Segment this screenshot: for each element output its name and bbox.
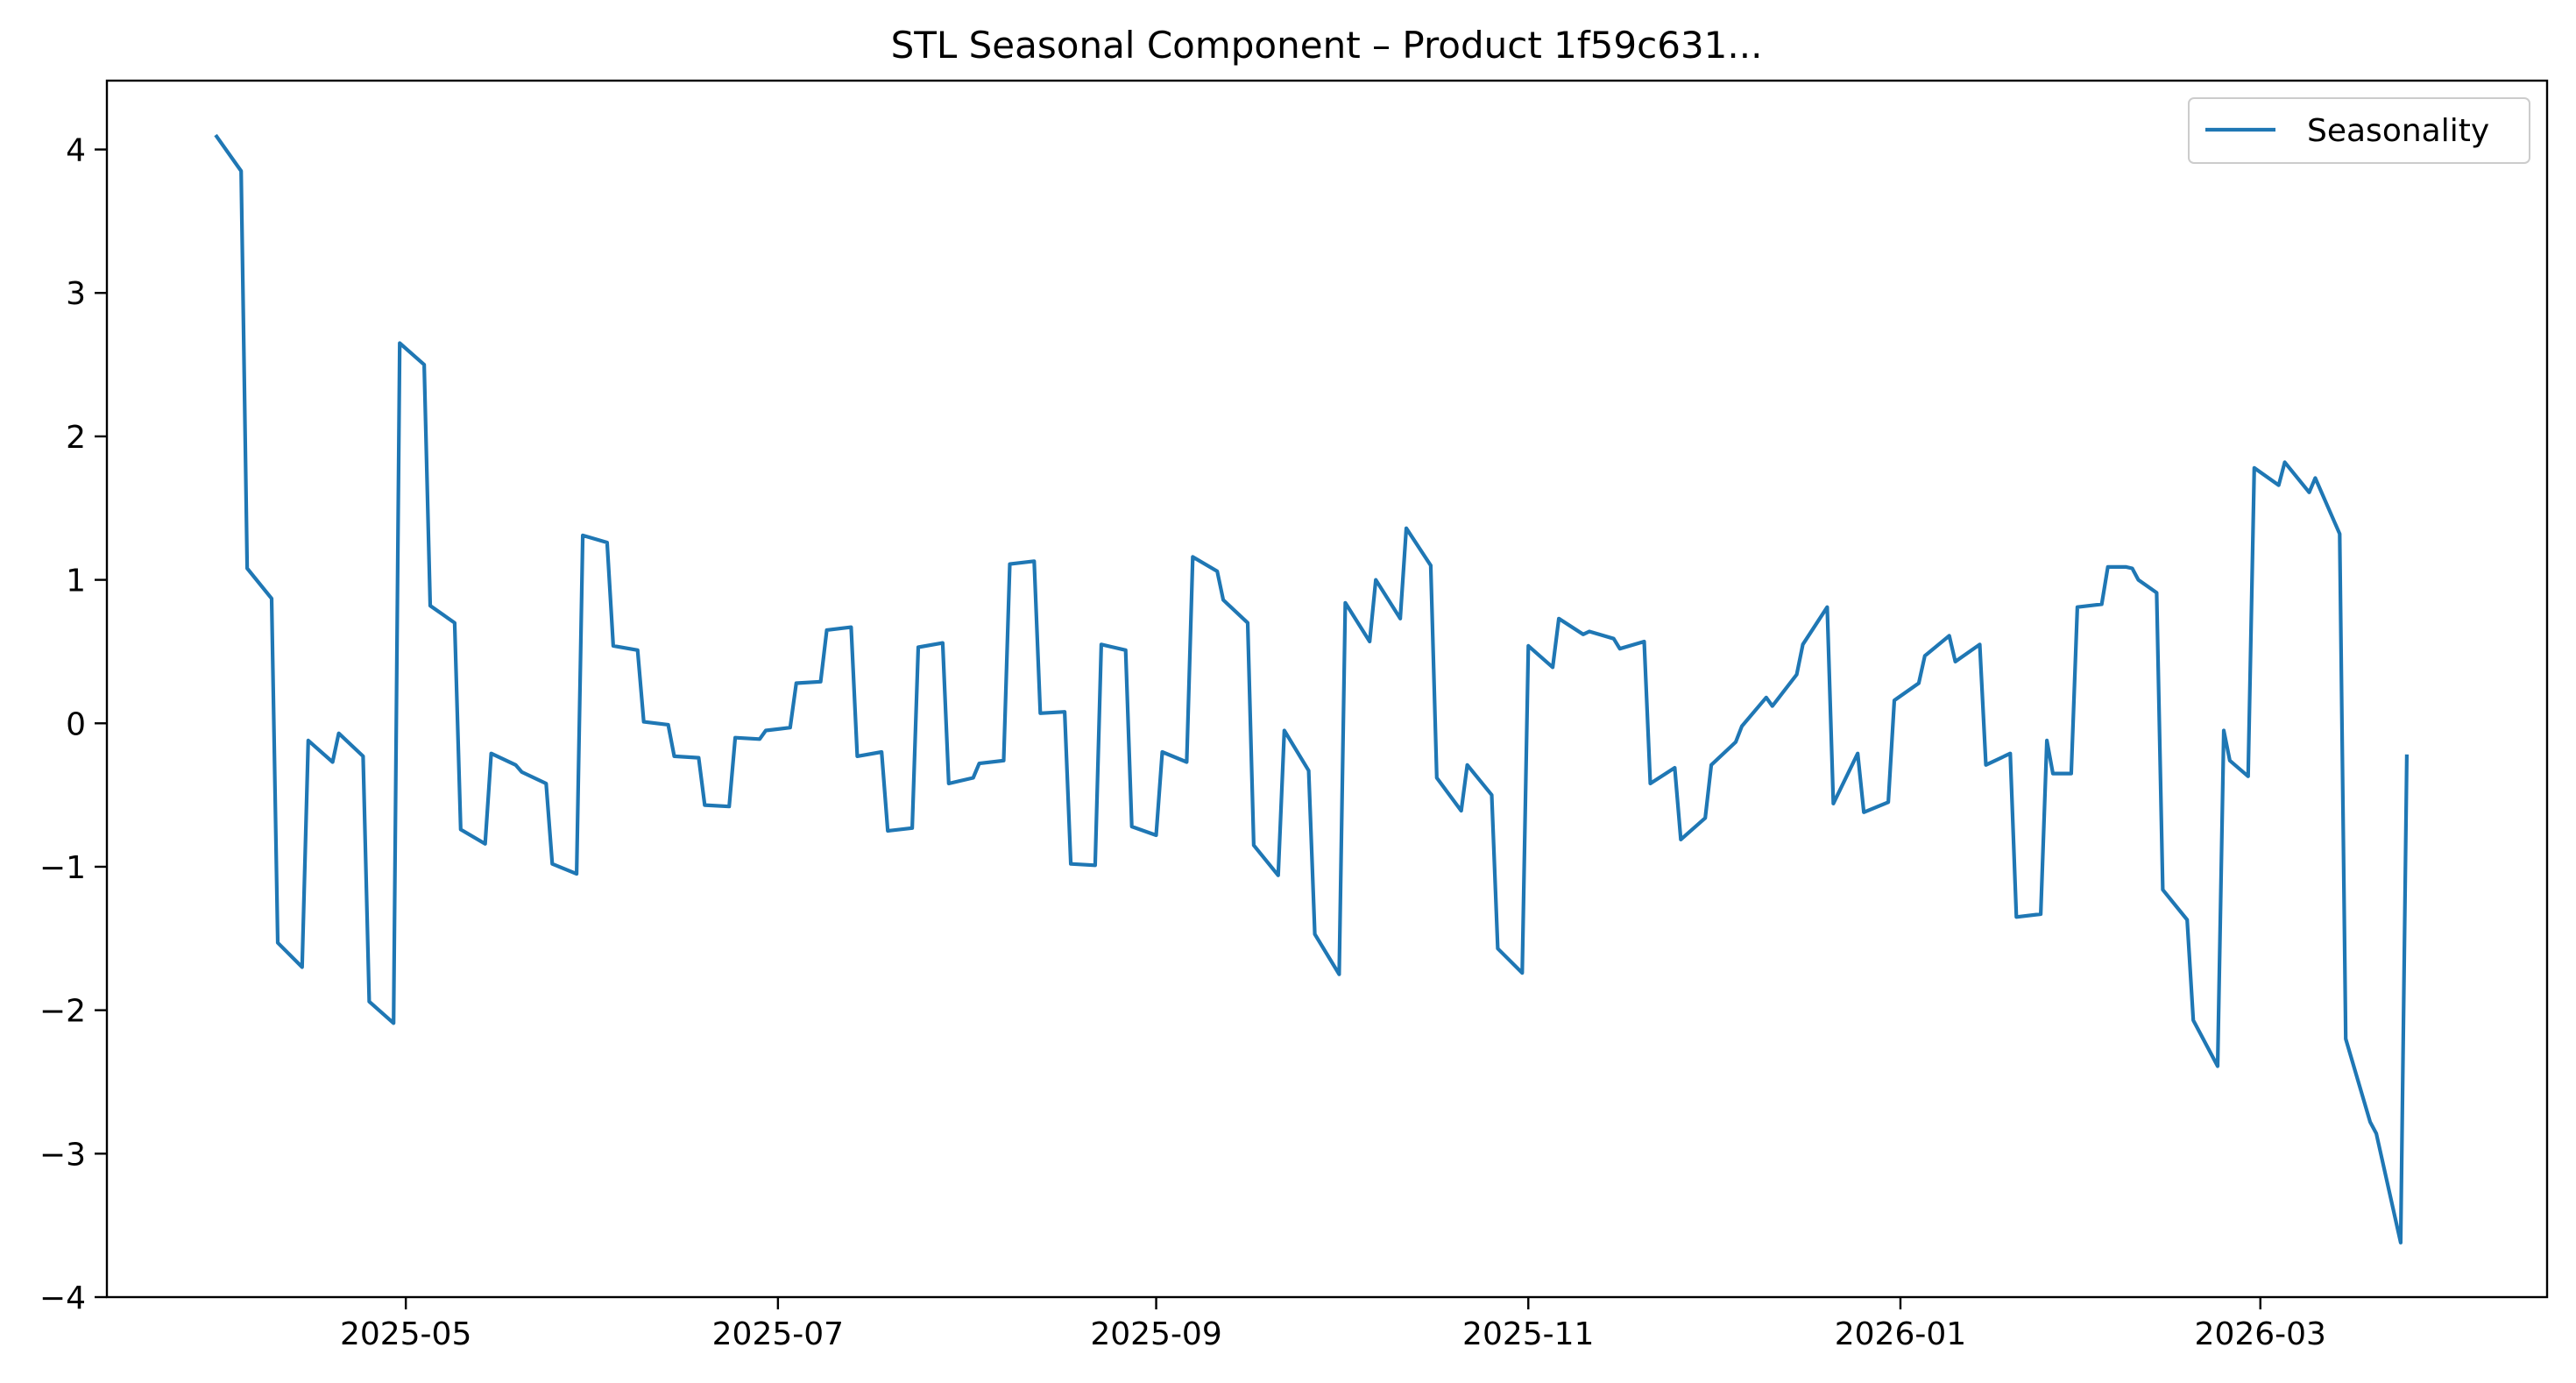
- y-tick-label: 0: [66, 706, 86, 742]
- x-tick-label: 2025-09: [1090, 1316, 1221, 1352]
- x-tick-label: 2026-01: [1835, 1316, 1966, 1352]
- legend-box: [2188, 97, 2530, 164]
- y-tick-label: 2: [66, 420, 86, 456]
- x-axis: 2025-05 2025-07 2025-09 2025-11 2026-01 2026-…: [340, 1297, 2326, 1352]
- x-tick-label: 2025-07: [712, 1316, 844, 1352]
- legend-label-seasonality: Seasonality: [2307, 113, 2489, 149]
- series-line-seasonality: [214, 133, 2410, 1245]
- x-tick-label: 2025-05: [340, 1316, 471, 1352]
- plot-frame: [105, 79, 2549, 1299]
- y-tick-label: 1: [66, 564, 86, 599]
- chart-title: STL Seasonal Component – Product 1f59c63…: [891, 24, 1763, 67]
- y-tick-label: −2: [39, 994, 86, 1030]
- y-tick-label: −1: [39, 850, 86, 886]
- y-tick-label: 4: [66, 133, 86, 169]
- y-axis: −4 −3 −2 −1 0 1 2 3 4: [39, 133, 107, 1316]
- y-tick-label: −4: [39, 1280, 86, 1316]
- y-tick-label: −3: [39, 1137, 86, 1173]
- x-tick-label: 2025-11: [1462, 1316, 1594, 1352]
- y-tick-label: 3: [66, 276, 86, 312]
- x-tick-label: 2026-03: [2195, 1316, 2326, 1352]
- legend: Seasonality: [2188, 97, 2530, 164]
